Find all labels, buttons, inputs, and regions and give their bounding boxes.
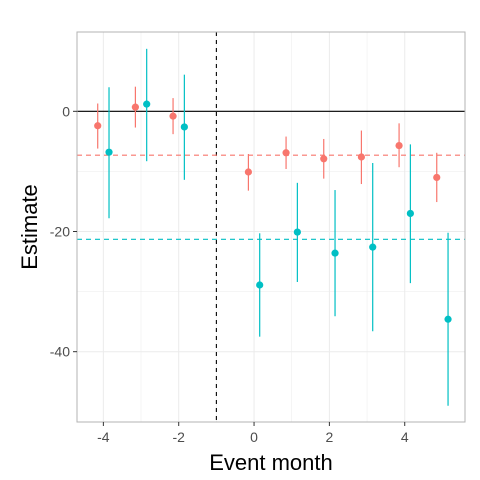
series-1-point: [131, 103, 139, 111]
y-tick-label: 0: [62, 103, 70, 119]
x-tick-label: 4: [401, 429, 409, 445]
series-2-point: [256, 281, 264, 289]
x-tick-label: 2: [325, 429, 333, 445]
series-1-point: [395, 141, 403, 150]
series-1-point: [357, 153, 366, 161]
y-tick-label: -20: [50, 224, 70, 240]
series-2-point: [180, 123, 188, 131]
series-2-point: [293, 228, 301, 236]
series-1-point: [282, 149, 290, 157]
series-1-point: [244, 168, 252, 176]
x-tick-label: 0: [250, 429, 258, 445]
plot-area: [77, 32, 465, 422]
x-tick-label: -2: [172, 429, 185, 445]
series-2-point: [369, 243, 377, 251]
panel-border: [76, 31, 466, 423]
x-tick-label: -4: [97, 429, 110, 445]
series-1-point: [94, 122, 102, 130]
axes: -4 -2 0 2 4-40-200: [50, 31, 466, 445]
x-axis-title: Event month: [209, 450, 333, 475]
series-1-point: [169, 112, 177, 120]
series-2-point: [331, 249, 339, 257]
series-1-point: [433, 173, 441, 182]
series-2-point: [444, 315, 452, 323]
series-2-point: [143, 100, 151, 108]
series-1-point: [320, 155, 328, 163]
series-2-point: [406, 209, 414, 218]
y-tick-label: -40: [50, 344, 70, 360]
y-axis-title: Estimate: [17, 184, 42, 270]
series-2-point: [105, 148, 113, 156]
